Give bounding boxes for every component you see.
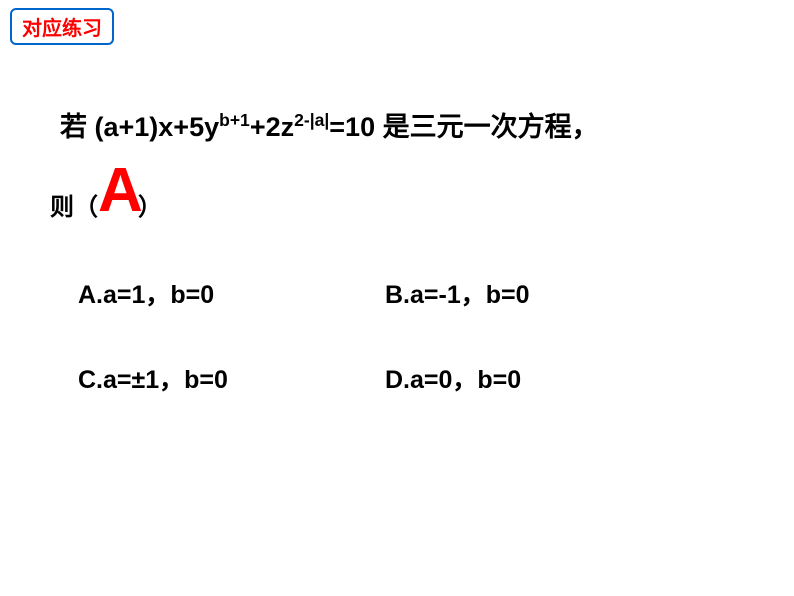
option-b: B.a=-1，b=0 [385, 275, 530, 311]
q-mid: +2z [250, 112, 294, 142]
question-line1: 若 (a+1)x+5yb+1+2z2-|a|=10 是三元一次方程， [60, 105, 599, 144]
option-c: C.a=±1，b=0 [78, 360, 228, 396]
q-exp2: 2-|a| [294, 110, 329, 130]
q-line2-pre: 则（ [50, 194, 98, 221]
practice-badge: 对应练习 [10, 8, 114, 45]
q-exp1: b+1 [219, 110, 250, 130]
q-prefix: 若 (a+1)x+5y [60, 112, 219, 142]
option-d: D.a=0，b=0 [385, 360, 521, 396]
badge-label: 对应练习 [22, 18, 102, 40]
answer-highlight: A [98, 155, 143, 226]
option-a: A.a=1，b=0 [78, 275, 214, 311]
q-suffix: =10 是三元一次方程， [329, 112, 598, 142]
